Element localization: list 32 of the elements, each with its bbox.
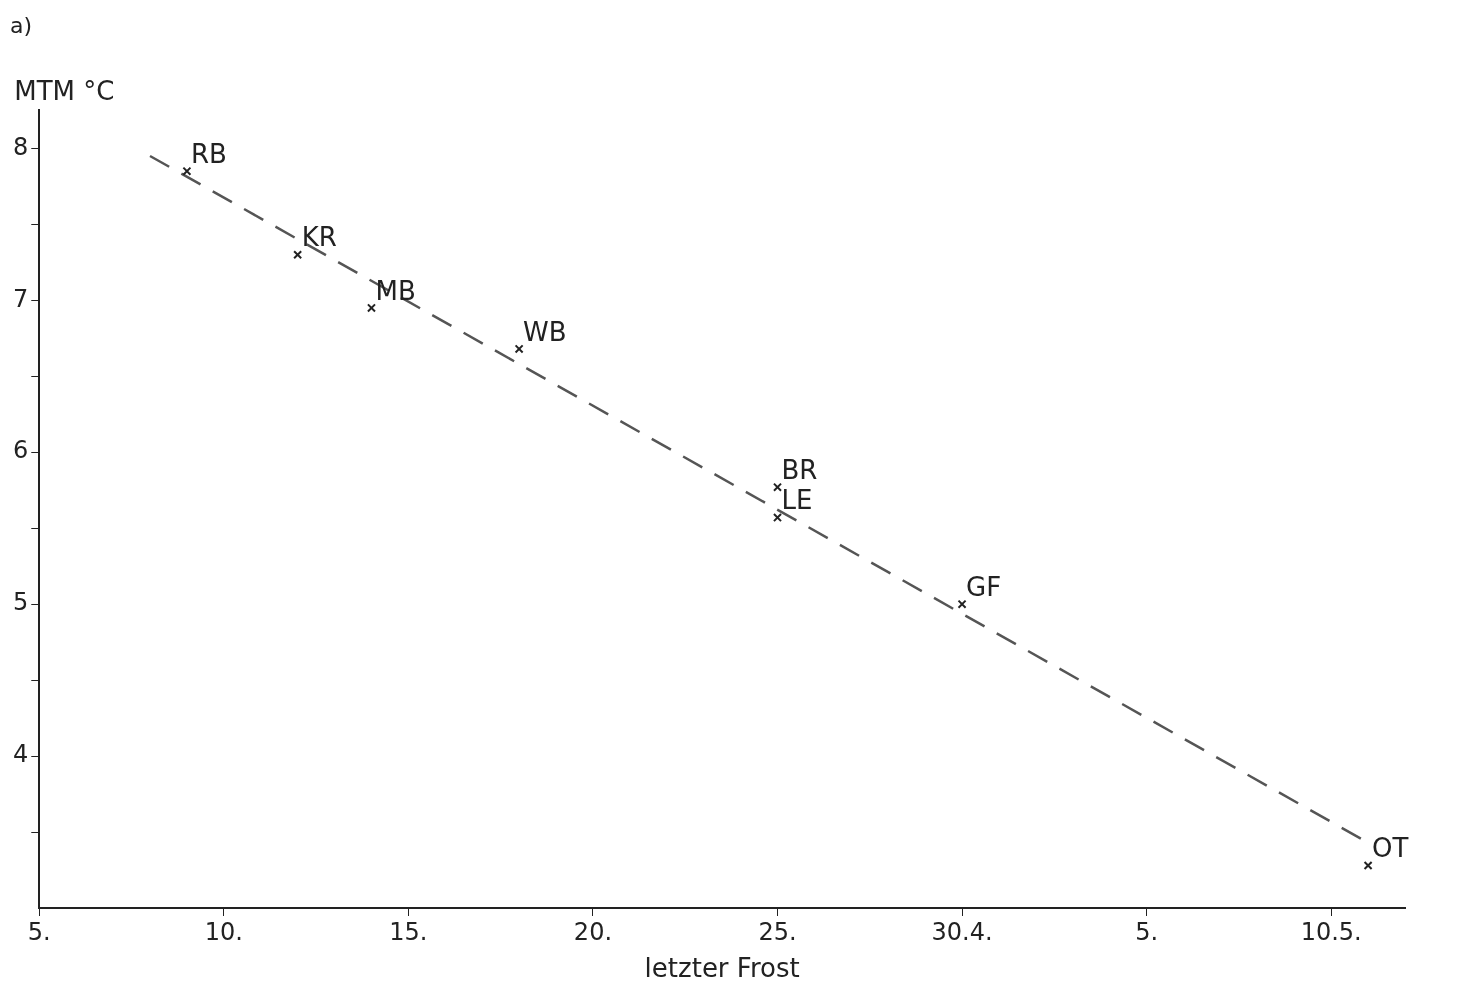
annotation: LE [781,485,813,516]
y-tick-label: 6 [12,436,29,465]
annotation: GF [966,571,1002,602]
x-axis-title: letzter Frost [644,953,800,984]
point [957,599,967,609]
chart-title: a) [10,12,33,38]
x-tick-label: 25. [758,917,797,946]
annotation: OT [1372,833,1409,864]
annotation: WB [523,316,567,347]
y-tick-label: 8 [12,132,29,161]
y-tick-label: 7 [12,284,29,313]
annotation: BR [781,454,818,485]
point [182,166,192,176]
point [772,482,783,492]
x-tick-label: 20. [573,917,613,946]
point [1363,860,1373,870]
point [366,303,377,313]
y-tick-label: 4 [12,740,29,769]
annotation: RB [190,138,227,169]
point [514,344,524,354]
x-tick-label: 5. [27,917,51,946]
x-tick-label: 10. [204,917,243,946]
annotation: KR [301,222,337,253]
x-tick-label: 15. [389,917,428,946]
point [293,250,303,260]
x-tick-label: 5. [1135,917,1159,946]
y-tick-label: 5 [12,588,29,617]
point [772,513,783,523]
annotation: MB [375,275,416,306]
y-axis-title: MTM °C [14,76,115,107]
x-tick-label: 30.4. [931,917,993,946]
x-tick-label: 10.5. [1300,917,1362,946]
